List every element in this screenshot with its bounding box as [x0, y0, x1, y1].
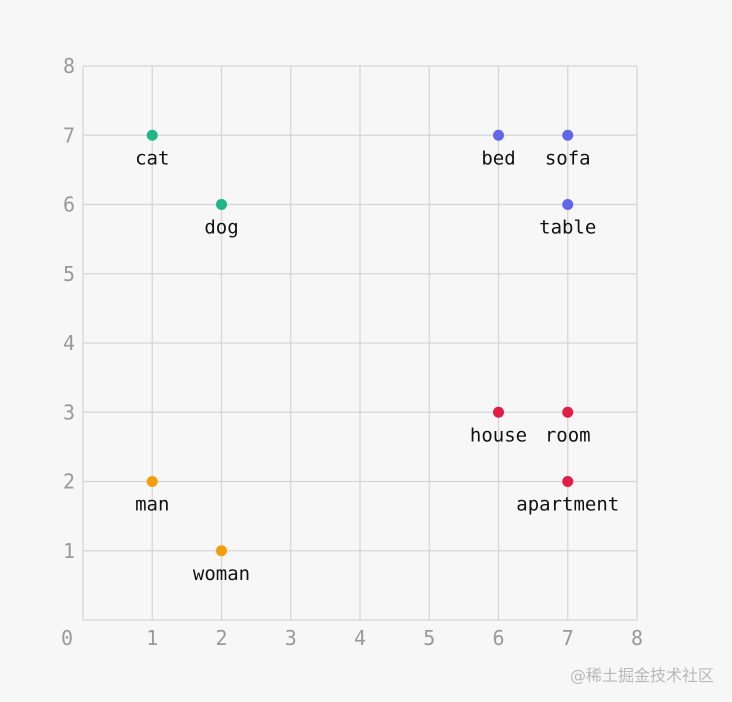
y-tick-label: 3 [63, 400, 75, 424]
point-label-bed: bed [481, 147, 515, 169]
point-label-room: room [545, 424, 591, 446]
data-point-house [493, 406, 504, 418]
data-point-table [562, 199, 574, 210]
point-label-house: house [470, 424, 527, 446]
x-tick-label: 0 [61, 626, 73, 650]
y-tick-label: 4 [63, 331, 75, 355]
x-tick-label: 2 [215, 626, 227, 650]
point-label-table: table [539, 217, 596, 239]
y-tick-label: 2 [63, 470, 75, 494]
point-labels: cat dog bed sofa table house room apartment man w… [135, 147, 619, 585]
data-point-man [146, 476, 158, 487]
y-tick-label: 5 [63, 262, 75, 286]
x-tick-label: 4 [354, 626, 366, 650]
data-point-room [562, 406, 574, 418]
x-tick-label: 5 [423, 626, 435, 650]
data-point-apartment [562, 476, 574, 487]
y-tick-label: 6 [63, 193, 75, 217]
data-point-dog [216, 199, 227, 210]
data-point-cat [146, 129, 158, 141]
data-point-woman [216, 545, 227, 557]
y-tick-label: 8 [63, 54, 75, 78]
point-label-woman: woman [193, 563, 250, 585]
x-tick-label: 7 [562, 626, 574, 650]
point-label-dog: dog [204, 217, 238, 239]
point-label-cat: cat [135, 147, 169, 169]
point-label-man: man [135, 494, 169, 516]
y-tick-label: 7 [63, 123, 75, 147]
x-tick-label: 1 [146, 626, 158, 650]
watermark: @稀土掘金技术社区 [569, 666, 714, 685]
data-point-bed [493, 129, 504, 141]
data-points [146, 129, 574, 557]
point-label-sofa: sofa [545, 147, 591, 169]
y-tick-label: 1 [63, 539, 75, 563]
x-tick-label: 6 [492, 626, 504, 650]
grid-layer [82, 65, 638, 621]
x-tick-label: 3 [285, 626, 297, 650]
point-label-apartment: apartment [516, 494, 619, 516]
tick-labels: 0 1 2 3 4 5 6 7 8 1 2 3 4 5 6 7 8 [61, 54, 643, 650]
x-tick-label: 8 [631, 626, 643, 650]
data-point-sofa [562, 129, 574, 141]
